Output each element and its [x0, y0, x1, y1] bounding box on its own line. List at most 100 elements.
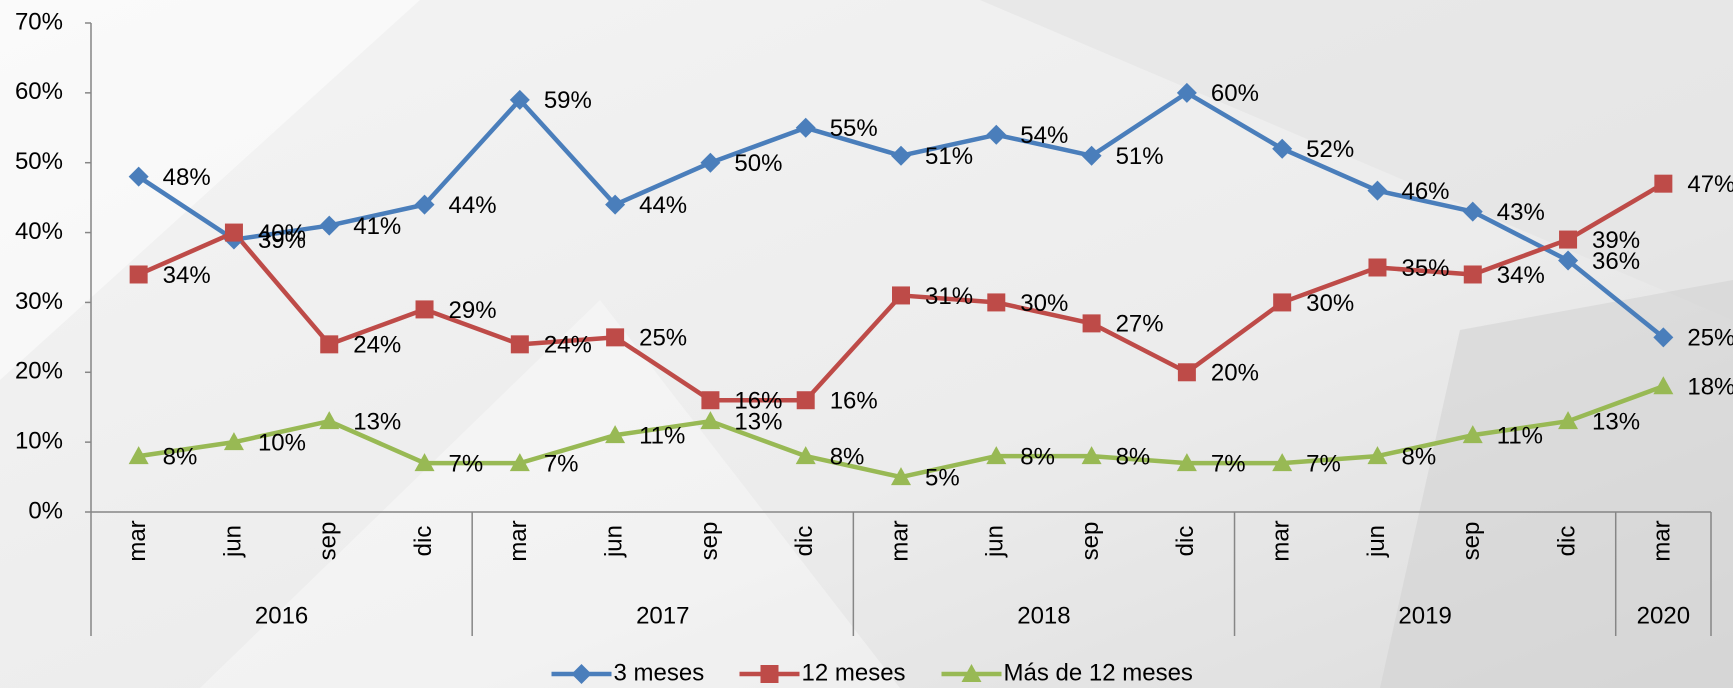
data-label: 51%: [1116, 143, 1164, 170]
data-label: 10%: [258, 429, 306, 456]
data-label: 30%: [1020, 290, 1068, 317]
data-label: 34%: [163, 262, 211, 289]
data-label: 5%: [925, 464, 960, 491]
data-label: 41%: [353, 213, 401, 240]
marker: [129, 265, 148, 284]
data-label: 13%: [353, 409, 401, 436]
data-label: 51%: [925, 143, 973, 170]
data-label: 35%: [1401, 255, 1449, 282]
data-label: 11%: [639, 423, 685, 450]
data-label: 27%: [1116, 311, 1164, 338]
y-tick-label: 20%: [15, 358, 63, 385]
marker: [1177, 363, 1196, 382]
data-label: 8%: [1020, 443, 1055, 470]
marker: [223, 432, 244, 451]
data-label: 31%: [925, 283, 973, 310]
legend-label: 3 meses: [614, 659, 705, 686]
data-label: 59%: [544, 87, 592, 114]
marker: [1367, 446, 1388, 465]
data-label: 44%: [639, 192, 687, 219]
marker: [320, 335, 339, 354]
data-label: 8%: [1401, 443, 1436, 470]
data-label: 13%: [1592, 409, 1640, 436]
data-label: 48%: [163, 164, 211, 191]
data-label: 39%: [1592, 227, 1640, 254]
x-tick-label: mar: [124, 520, 151, 561]
y-tick-label: 10%: [15, 427, 63, 454]
data-label: 29%: [449, 297, 497, 324]
data-label: 25%: [1687, 325, 1733, 352]
marker: [795, 446, 816, 465]
marker: [128, 446, 149, 465]
x-tick-label: jun: [219, 525, 246, 558]
marker: [986, 446, 1007, 465]
x-group-label: 2019: [1398, 602, 1451, 629]
marker: [1653, 376, 1674, 395]
marker: [1176, 82, 1197, 103]
x-tick-label: jun: [982, 525, 1009, 558]
data-label: 8%: [163, 443, 198, 470]
marker: [1272, 138, 1293, 159]
x-tick-label: sep: [696, 522, 723, 561]
marker: [1273, 293, 1292, 312]
marker: [1462, 425, 1483, 444]
x-tick-label: jun: [600, 525, 627, 558]
background-shape: [1380, 280, 1733, 688]
marker: [224, 223, 243, 242]
x-group-label: 2020: [1637, 602, 1690, 629]
y-tick-label: 60%: [15, 78, 63, 105]
background-shape: [980, 0, 1733, 320]
data-label: 7%: [1306, 450, 1341, 477]
marker: [1463, 265, 1482, 284]
y-tick-label: 30%: [15, 288, 63, 315]
background-shape: [0, 0, 420, 380]
data-label: 40%: [258, 220, 306, 247]
data-label: 54%: [1020, 122, 1068, 149]
marker: [795, 117, 816, 138]
x-tick-label: sep: [1458, 522, 1485, 561]
marker: [605, 425, 626, 444]
marker: [892, 286, 910, 305]
marker: [1081, 446, 1102, 465]
x-tick-label: dic: [1553, 526, 1580, 557]
marker: [1653, 327, 1674, 348]
marker: [606, 328, 625, 347]
marker: [1272, 453, 1293, 472]
x-tick-label: sep: [315, 522, 342, 561]
data-label: 24%: [544, 332, 592, 359]
marker: [319, 411, 340, 430]
data-label: 16%: [830, 388, 878, 415]
marker: [605, 194, 626, 215]
background-shape: [200, 300, 900, 688]
data-label: 44%: [449, 192, 497, 219]
marker: [1462, 201, 1483, 222]
data-label: 36%: [1592, 248, 1640, 275]
data-label: 60%: [1211, 80, 1259, 107]
x-tick-label: dic: [410, 526, 437, 557]
y-tick-label: 0%: [28, 497, 63, 524]
data-label: 50%: [734, 150, 782, 177]
y-tick-label: 50%: [15, 148, 63, 175]
marker: [1081, 145, 1102, 166]
data-label: 46%: [1401, 178, 1449, 205]
marker: [128, 166, 149, 187]
legend-label: 12 meses: [802, 659, 906, 686]
data-label: 43%: [1497, 199, 1545, 226]
data-label: 30%: [1306, 290, 1354, 317]
x-group-label: 2017: [636, 602, 689, 629]
data-label: 16%: [734, 388, 782, 415]
x-tick-label: mar: [886, 520, 913, 561]
marker: [1176, 453, 1197, 472]
marker: [1368, 258, 1387, 277]
marker: [1559, 230, 1578, 249]
marker: [987, 293, 1006, 312]
marker: [509, 453, 530, 472]
data-label: 13%: [734, 409, 782, 436]
marker: [414, 453, 435, 472]
marker: [415, 300, 434, 319]
marker: [1082, 314, 1101, 333]
marker: [510, 335, 529, 354]
data-label: 7%: [1211, 450, 1246, 477]
data-label: 34%: [1497, 262, 1545, 289]
marker: [1558, 411, 1579, 430]
